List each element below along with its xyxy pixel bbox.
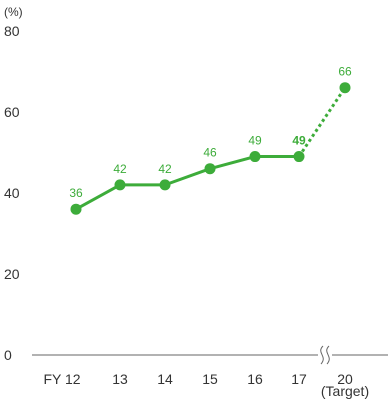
data-label: 42 xyxy=(158,162,172,176)
axis-break-marker xyxy=(320,345,324,365)
y-tick-label: 60 xyxy=(4,104,20,120)
x-tick-label: 15 xyxy=(202,371,218,387)
data-label: 49 xyxy=(292,134,306,148)
y-tick-label: 40 xyxy=(4,185,20,201)
data-point xyxy=(159,179,171,191)
data-label: 49 xyxy=(248,134,262,148)
series-line-actual xyxy=(74,155,301,211)
y-tick-label: 80 xyxy=(4,23,20,39)
x-tick-label: 17 xyxy=(291,371,307,387)
series-line-projected xyxy=(297,86,347,158)
x-tick-label: 14 xyxy=(157,371,173,387)
data-label: 36 xyxy=(69,186,83,200)
data-point xyxy=(70,203,82,215)
x-tick-label: FY 12 xyxy=(43,371,80,387)
data-label: 42 xyxy=(113,162,127,176)
x-tick-label: 13 xyxy=(112,371,128,387)
data-point xyxy=(293,151,305,163)
data-point xyxy=(249,151,261,163)
x-tick-label: 20 xyxy=(337,371,353,387)
axis-break-marker xyxy=(326,345,330,365)
y-tick-label: 0 xyxy=(4,347,12,363)
data-label: 66 xyxy=(338,65,352,79)
data-label: 46 xyxy=(203,146,217,160)
x-tick-sublabel: (Target) xyxy=(321,383,369,399)
x-tick-label: 16 xyxy=(247,371,263,387)
data-point xyxy=(339,82,351,94)
data-point xyxy=(204,163,216,175)
y-tick-label: 20 xyxy=(4,266,20,282)
data-point xyxy=(114,179,126,191)
y-unit-label: (%) xyxy=(4,5,23,19)
